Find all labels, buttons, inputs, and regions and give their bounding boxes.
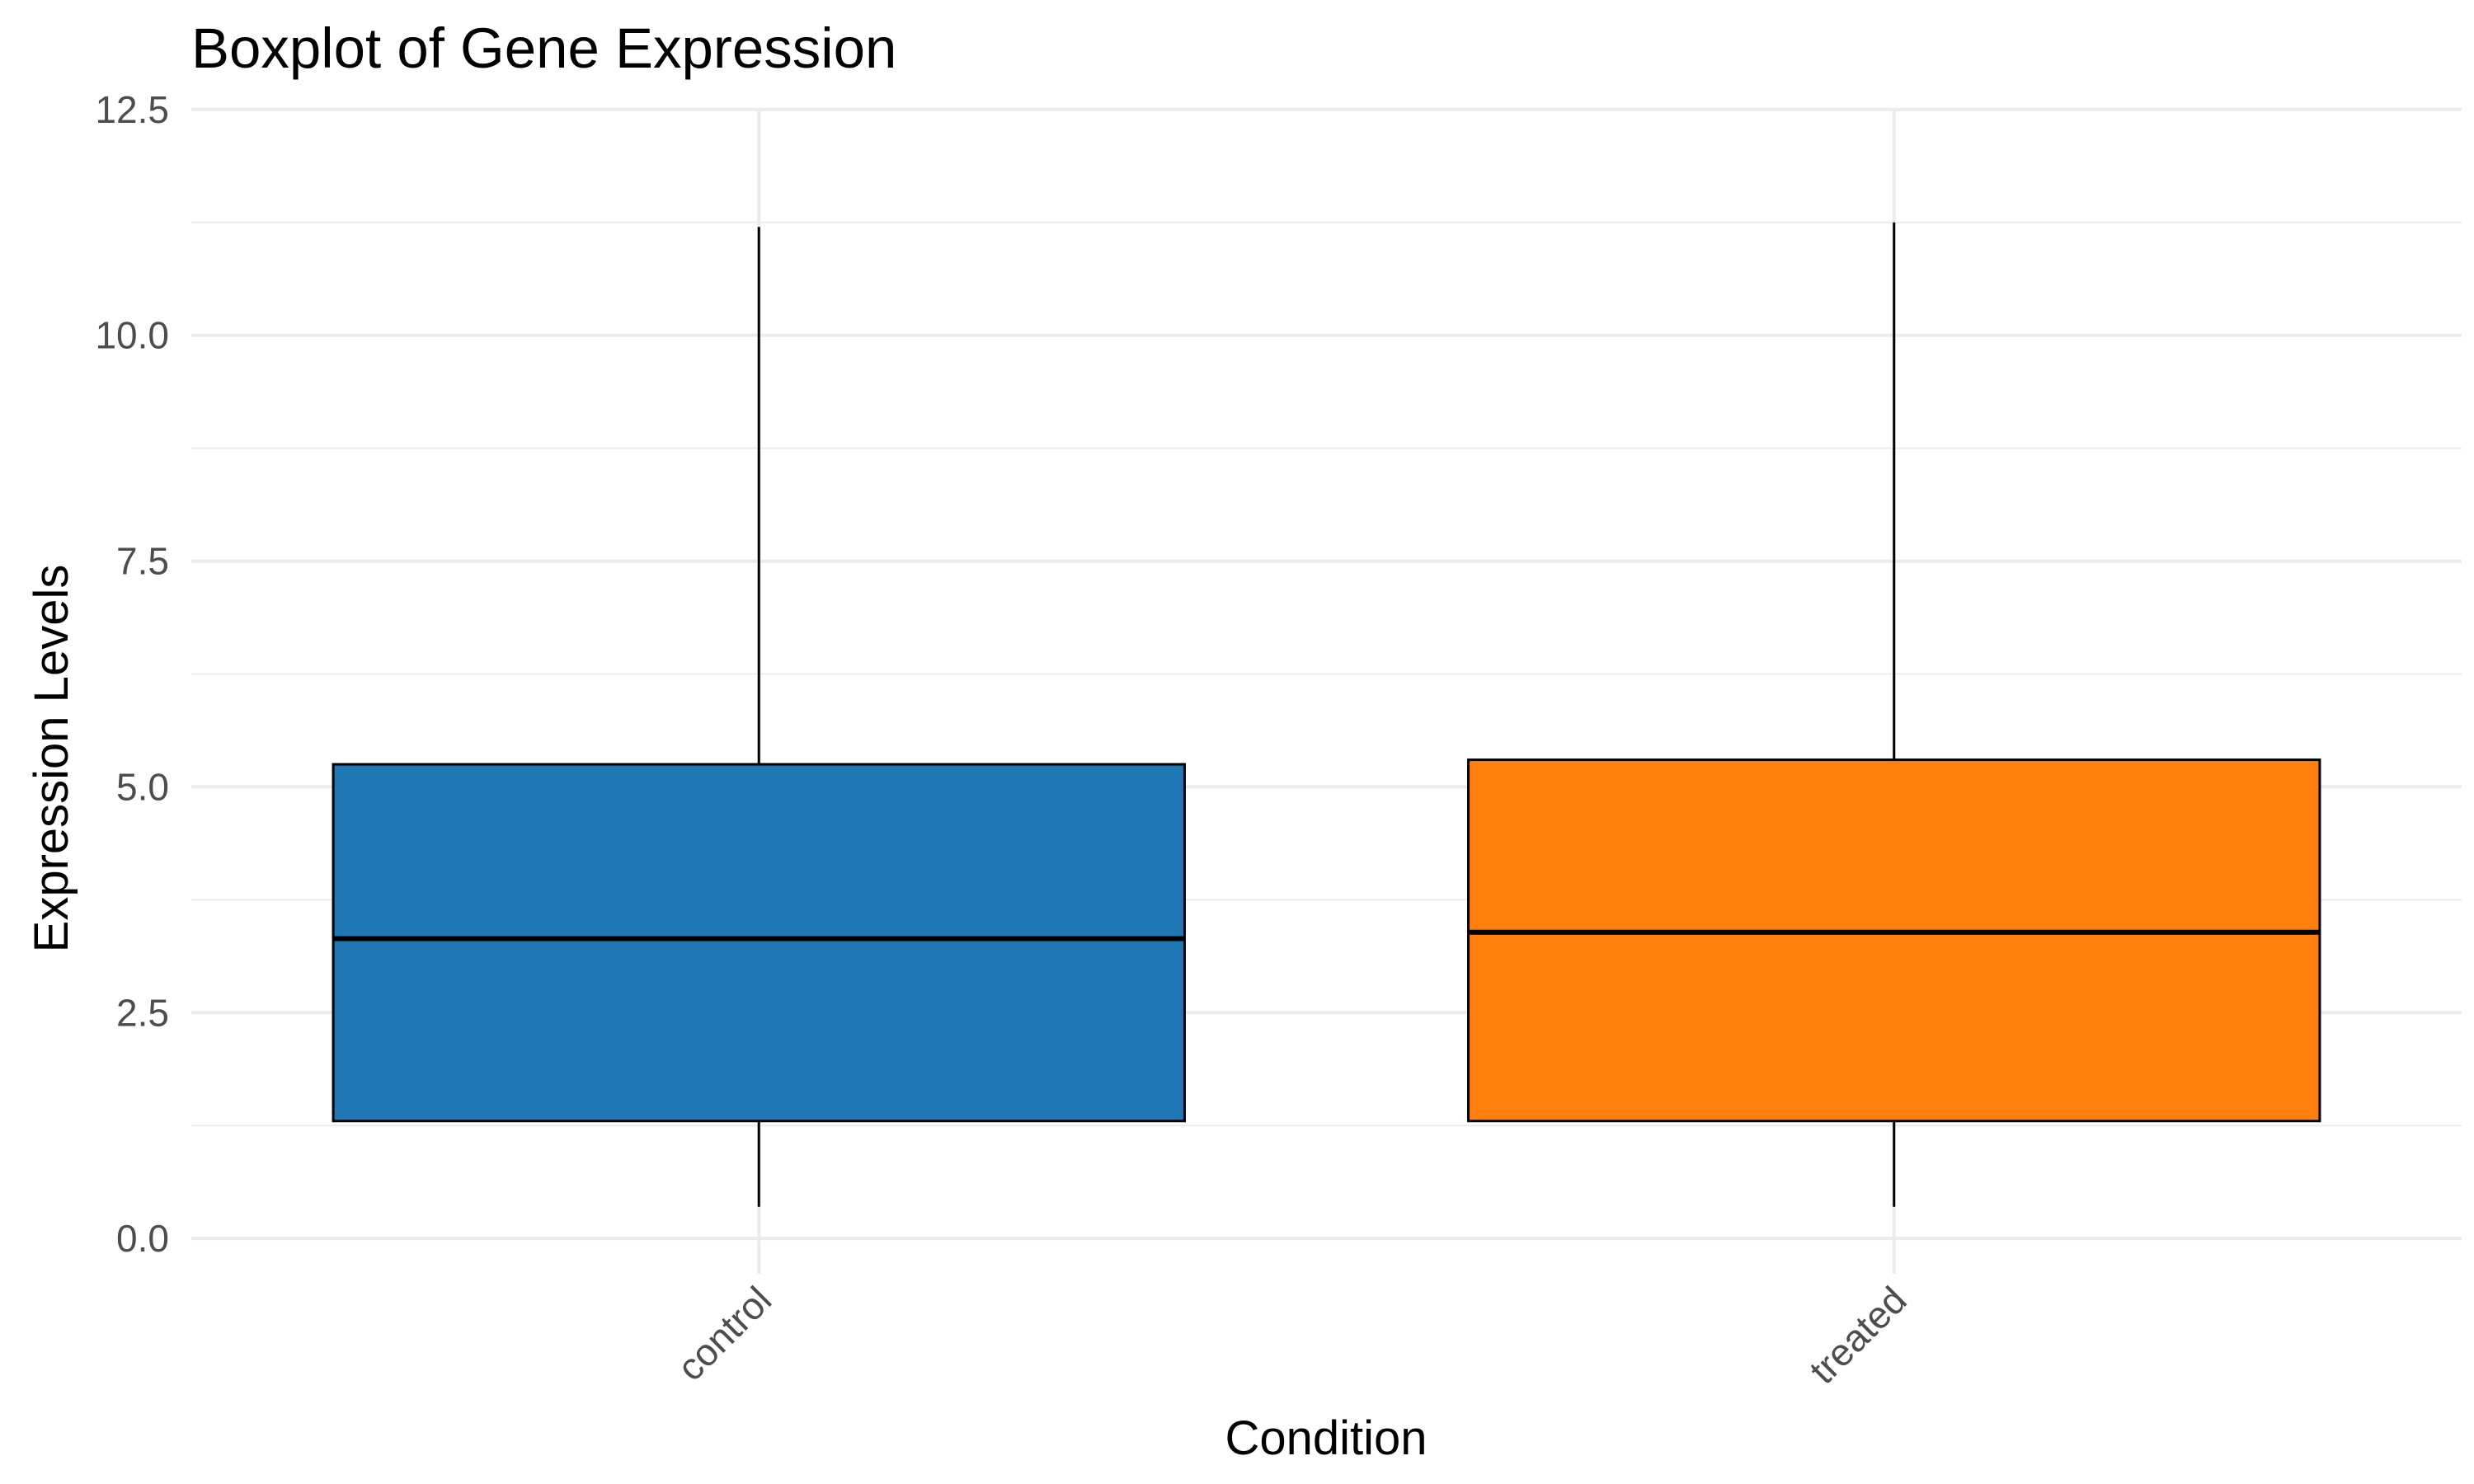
x-tick-label: control [669,1278,779,1388]
y-tick-label: 2.5 [116,991,169,1034]
box-treated [1467,758,2321,1123]
tick-layer: 0.0 2.5 5.0 7.5 10.0 12.5 control treated [95,88,1914,1392]
y-tick-label: 12.5 [95,88,169,131]
x-axis-title: Condition [1225,1411,1427,1465]
y-axis-title: Expression Levels [25,565,78,953]
y-tick-label: 10.0 [95,314,169,357]
x-tick-label: treated [1801,1278,1915,1392]
box-layer [332,222,2321,1207]
box-control [332,763,1186,1123]
chart-title: Boxplot of Gene Expression [191,16,896,80]
y-tick-label: 5.0 [116,765,169,808]
y-tick-label: 7.5 [116,540,169,583]
y-tick-label: 0.0 [116,1217,169,1260]
